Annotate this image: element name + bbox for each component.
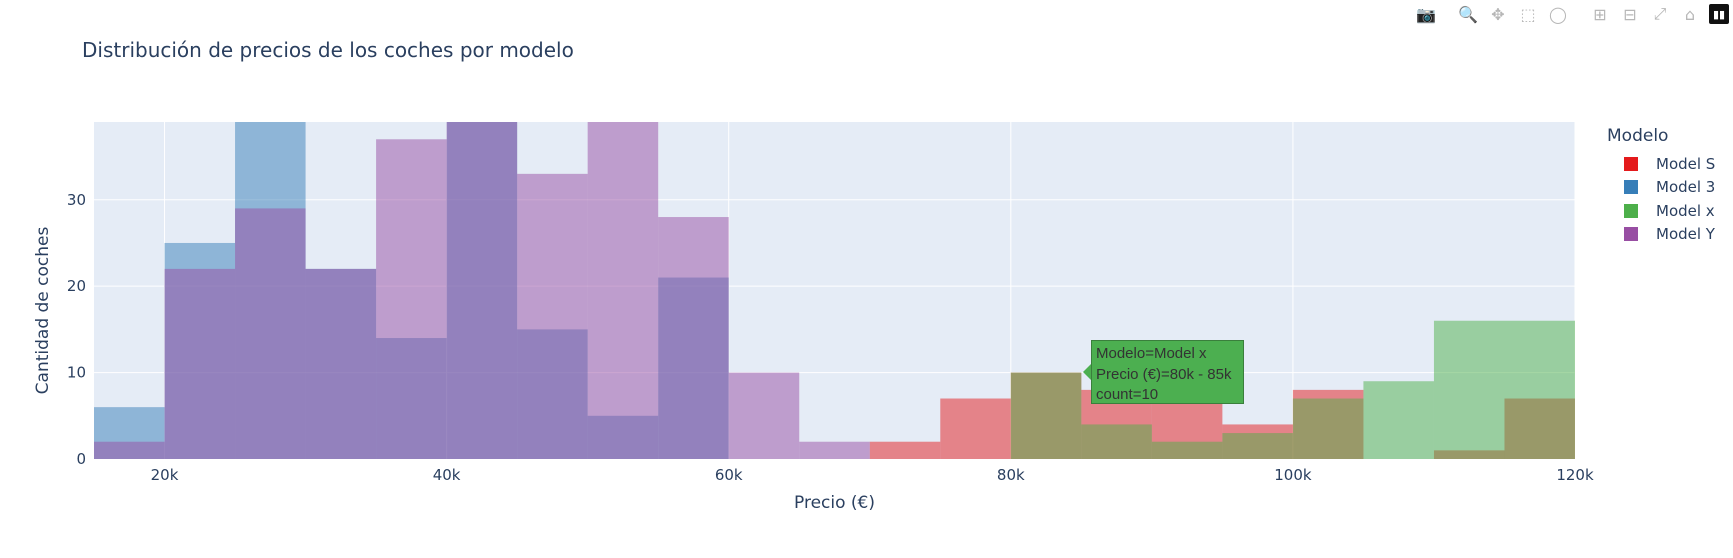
tooltip-line-price: Precio (€)=80k - 85k — [1096, 365, 1232, 383]
bar-model-x[interactable] — [1433, 320, 1505, 459]
bar-model-x[interactable] — [1010, 372, 1082, 459]
x-tick-label: 20k — [151, 466, 179, 484]
zoom-in-icon[interactable]: ⊞ — [1593, 4, 1607, 24]
x-tick-label: 60k — [715, 466, 743, 484]
bar-model-x[interactable] — [1292, 398, 1364, 459]
legend-item-model-x[interactable]: Model x — [1624, 199, 1715, 223]
bar-model-y[interactable] — [587, 122, 659, 459]
legend-label: Model 3 — [1656, 178, 1716, 197]
x-axis-title: Precio (€) — [794, 493, 875, 513]
legend-item-model-s[interactable]: Model S — [1624, 152, 1715, 176]
y-tick-label: 0 — [76, 450, 86, 468]
bar-model-y[interactable] — [305, 268, 377, 459]
y-tick-label: 30 — [67, 191, 86, 209]
x-tick-label: 100k — [1274, 466, 1312, 484]
y-tick-label: 10 — [67, 364, 86, 382]
legend: Modelo Model S Model 3 Model x Model Y — [1607, 126, 1715, 247]
x-tick-label: 80k — [997, 466, 1025, 484]
lasso-select-icon[interactable]: ◯ — [1549, 4, 1567, 24]
legend-item-model-y[interactable]: Model Y — [1624, 223, 1715, 247]
bar-model-y[interactable] — [728, 372, 800, 459]
bar-model-y[interactable] — [94, 441, 165, 459]
modebar: 📷 🔍 ✥ ⬚ ◯ ⊞ ⊟ ⤢ ⌂ ▮▮ — [1407, 2, 1729, 26]
bar-model-y[interactable] — [517, 173, 588, 459]
pan-icon[interactable]: ✥ — [1491, 4, 1505, 24]
bar-model-x[interactable] — [1081, 424, 1152, 459]
legend-title: Modelo — [1607, 126, 1669, 146]
bar-model-s[interactable] — [869, 441, 941, 459]
bar-model-x[interactable] — [1363, 381, 1434, 459]
tooltip-line-model: Modelo=Model x — [1096, 345, 1207, 362]
legend-swatch — [1624, 203, 1638, 218]
x-tick-label: 120k — [1556, 466, 1594, 484]
tooltip-arrow — [1083, 364, 1091, 380]
y-tick-label: 20 — [67, 277, 86, 295]
tooltip-line-count: count=10 — [1096, 386, 1159, 403]
zoom-icon[interactable]: 🔍 — [1458, 4, 1478, 24]
bar-model-y[interactable] — [235, 208, 306, 459]
x-tick-label: 40k — [433, 466, 461, 484]
camera-icon[interactable]: 📷 — [1416, 4, 1436, 24]
chart-title: Distribución de precios de los coches po… — [82, 38, 574, 62]
legend-label: Model S — [1656, 154, 1716, 173]
zoom-out-icon[interactable]: ⊟ — [1623, 4, 1637, 24]
bar-model-y[interactable] — [658, 217, 729, 459]
bar-model-y[interactable] — [799, 441, 870, 459]
hover-tooltip: Modelo=Model x Precio (€)=80k - 85k coun… — [1091, 340, 1244, 404]
legend-swatch — [1624, 180, 1638, 195]
autoscale-icon[interactable]: ⤢ — [1653, 4, 1667, 23]
legend-swatch — [1624, 156, 1638, 171]
bar-model-y[interactable] — [446, 122, 518, 459]
plotly-logo-icon[interactable]: ▮▮ — [1709, 4, 1729, 24]
box-select-icon[interactable]: ⬚ — [1520, 4, 1536, 24]
bar-model-x[interactable] — [1151, 441, 1223, 459]
bars-group — [94, 122, 1575, 459]
bar-model-x[interactable] — [1504, 320, 1575, 459]
legend-label: Model Y — [1656, 225, 1715, 244]
bar-model-y[interactable] — [164, 268, 236, 459]
home-icon[interactable]: ⌂ — [1684, 4, 1696, 24]
legend-label: Model x — [1656, 201, 1715, 220]
bar-model-y[interactable] — [376, 139, 447, 459]
y-axis-title: Cantidad de coches — [33, 227, 53, 395]
legend-item-model-3[interactable]: Model 3 — [1624, 176, 1715, 200]
bar-model-x[interactable] — [1222, 433, 1293, 459]
bar-model-s[interactable] — [940, 398, 1011, 459]
legend-swatch — [1624, 227, 1638, 242]
